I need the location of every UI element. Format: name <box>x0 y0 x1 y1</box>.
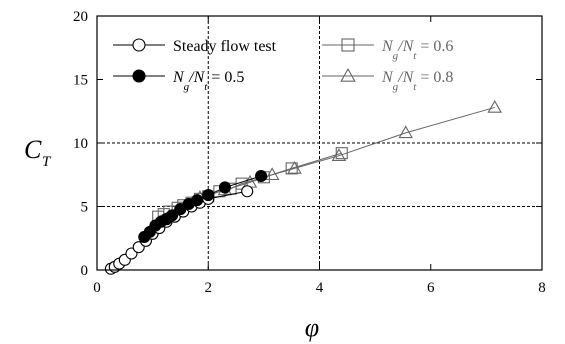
y-tick-label: 15 <box>73 73 88 89</box>
data-point <box>285 162 298 175</box>
data-point <box>241 185 254 198</box>
data-point <box>287 160 302 174</box>
data-point <box>331 148 347 161</box>
series-0 <box>104 185 254 275</box>
legend-label: Ng/Nt = 0.8 <box>381 69 453 93</box>
series-line <box>199 106 495 199</box>
legend-marker <box>340 67 356 82</box>
y-tick-label: 10 <box>73 136 88 152</box>
series-1 <box>138 169 268 244</box>
legend-label: Ng/Nt = 0.6 <box>381 38 453 62</box>
y-axis-label-subscript: T <box>42 154 52 170</box>
x-tick-label: 4 <box>316 280 324 296</box>
grid-lines <box>97 16 542 270</box>
data-point <box>191 194 204 207</box>
y-tick-label: 20 <box>73 9 88 25</box>
legend: Steady flow test Ng/Nt = 0.6 Ng/Nt = 0.5 Ng… <box>113 38 453 93</box>
x-tick-label: 2 <box>205 280 213 296</box>
legend-marker <box>132 38 146 52</box>
x-tick-label: 0 <box>93 280 101 296</box>
legend-marker <box>341 38 355 52</box>
legend-label: Steady flow test <box>173 38 277 55</box>
legend-entry: Steady flow test <box>113 38 277 55</box>
y-axis-label: C <box>24 135 42 164</box>
legend-marker <box>132 69 146 83</box>
legend-entry: Ng/Nt = 0.5 <box>113 69 244 93</box>
y-tick-label: 5 <box>81 200 89 216</box>
x-tick-label: 8 <box>538 280 546 296</box>
data-point <box>398 125 413 139</box>
data-point <box>264 167 280 181</box>
y-axis-title: C T <box>24 135 52 170</box>
y-tick-label: 0 <box>81 263 89 279</box>
x-axis-label: φ <box>305 313 319 342</box>
x-tick-label: 6 <box>427 280 435 296</box>
data-point <box>218 181 231 194</box>
data-point <box>487 100 502 113</box>
data-point <box>166 209 179 222</box>
legend-entry: Ng/Nt = 0.8 <box>322 67 453 93</box>
series-layer <box>104 100 502 275</box>
legend-entry: Ng/Nt = 0.6 <box>322 38 453 62</box>
data-point <box>202 189 215 202</box>
legend-label: Ng/Nt = 0.5 <box>172 69 244 93</box>
axis-ticks: 0 2 4 6 8 0 5 10 15 20 <box>73 9 546 296</box>
data-point <box>255 169 268 183</box>
